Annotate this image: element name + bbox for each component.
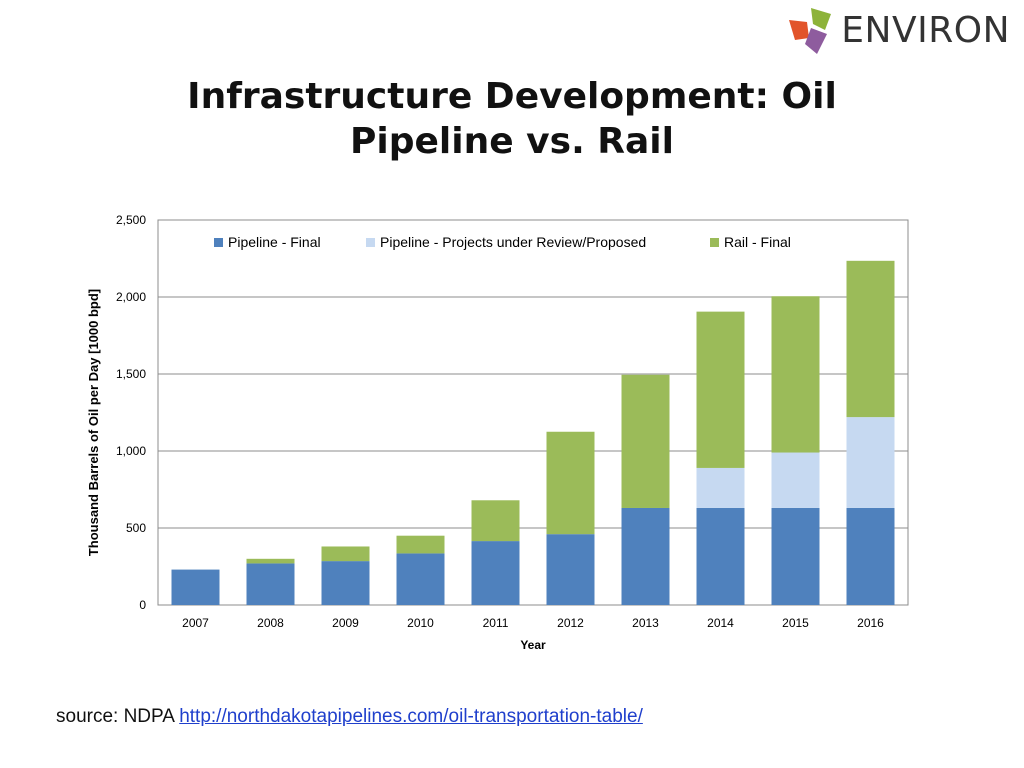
y-tick-label: 2,000 <box>116 290 146 304</box>
bar-pipeline-projects-under-review-proposed-2015 <box>771 452 820 508</box>
x-tick-label: 2013 <box>632 616 659 630</box>
bar-rail-final-2015 <box>771 296 820 453</box>
bar-pipeline-final-2010 <box>396 553 445 605</box>
bar-rail-final-2011 <box>471 500 520 542</box>
bar-rail-final-2016 <box>846 260 895 418</box>
slide-title: Infrastructure Development: Oil Pipeline… <box>0 74 1024 164</box>
source-link[interactable]: http://northdakotapipelines.com/oil-tran… <box>179 706 643 727</box>
bar-pipeline-final-2012 <box>546 534 595 605</box>
x-axis-title: Year <box>520 638 546 652</box>
legend-swatch <box>710 238 719 247</box>
y-tick-label: 0 <box>139 598 146 612</box>
bar-pipeline-final-2007 <box>171 569 220 605</box>
y-tick-label: 1,000 <box>116 444 146 458</box>
environ-logo: ENVIRON <box>787 6 1010 56</box>
bar-pipeline-final-2016 <box>846 507 895 605</box>
x-tick-label: 2009 <box>332 616 359 630</box>
bar-pipeline-final-2011 <box>471 541 520 605</box>
stacked-bar-chart: 0 500 1,000 1,500 2,000 2,500 2007 2008 2009 2010… <box>86 213 909 652</box>
x-tick-label: 2016 <box>857 616 884 630</box>
legend-swatch <box>214 238 223 247</box>
bar-rail-final-2012 <box>546 431 595 535</box>
x-tick-label: 2011 <box>483 616 509 630</box>
x-tick-label: 2015 <box>782 616 809 630</box>
logo-text: ENVIRON <box>841 10 1010 51</box>
environ-logo-icon <box>789 8 832 54</box>
x-tick-label: 2008 <box>257 616 284 630</box>
bar-rail-final-2013 <box>621 374 670 508</box>
legend-swatch <box>366 238 375 247</box>
y-tick-label: 2,500 <box>116 213 146 227</box>
bar-rail-final-2014 <box>696 311 745 468</box>
bar-pipeline-final-2008 <box>246 563 295 605</box>
y-tick-label: 500 <box>126 521 146 535</box>
x-tick-label: 2007 <box>182 616 209 630</box>
y-axis-title: Thousand Barrels of Oil per Day [1000 bp… <box>86 289 101 556</box>
y-tick-label: 1,500 <box>116 367 146 381</box>
legend-label: Pipeline - Final <box>228 234 321 250</box>
chart-container: 0 500 1,000 1,500 2,000 2,500 2007 2008 2009 2010… <box>80 205 920 660</box>
bar-rail-final-2010 <box>396 535 445 554</box>
legend-label: Pipeline - Projects under Review/Propose… <box>380 234 646 250</box>
plot-area-border <box>157 219 909 606</box>
bar-pipeline-final-2009 <box>321 561 370 605</box>
bar-rail-final-2009 <box>321 546 370 562</box>
bar-pipeline-projects-under-review-proposed-2016 <box>846 417 895 508</box>
bar-pipeline-final-2013 <box>621 507 670 605</box>
bar-rail-final-2008 <box>246 558 295 564</box>
x-tick-label: 2010 <box>407 616 434 630</box>
title-line-1: Infrastructure Development: Oil <box>187 76 837 117</box>
bar-pipeline-projects-under-review-proposed-2014 <box>696 467 745 508</box>
title-line-2: Pipeline vs. Rail <box>350 121 674 162</box>
source-line: source: NDPA http://northdakotapipelines… <box>56 706 643 728</box>
legend-label: Rail - Final <box>724 234 791 250</box>
bar-pipeline-final-2014 <box>696 507 745 605</box>
bar-pipeline-final-2015 <box>771 507 820 605</box>
x-tick-label: 2014 <box>707 616 734 630</box>
source-label: source: NDPA <box>56 706 174 727</box>
x-tick-label: 2012 <box>557 616 584 630</box>
